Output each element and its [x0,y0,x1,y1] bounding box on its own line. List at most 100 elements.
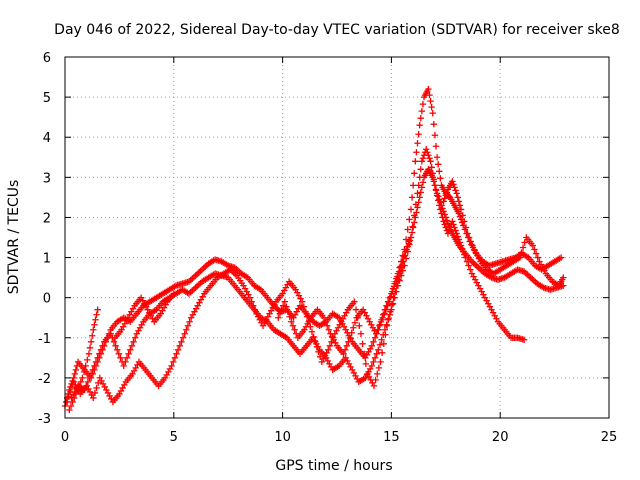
data-point [383,322,391,329]
data-point [184,322,192,329]
chart-title: Day 046 of 2022, Sidereal Day-to-day VTE… [54,22,620,38]
data-point [345,338,352,345]
data-point [443,189,451,196]
data-point [325,326,333,333]
data-point [425,152,432,159]
data-point [414,204,421,211]
data-point [86,374,93,382]
data-point [403,243,411,250]
data-point [419,179,427,186]
data-point [107,330,114,337]
data-point [519,244,527,251]
data-point [302,308,309,315]
data-point [461,218,468,225]
data-point [407,206,415,213]
data-point [72,366,80,374]
data-point [94,354,101,362]
data-point [89,332,96,339]
data-point [440,198,447,205]
data-point [324,322,331,329]
data-point [246,294,254,301]
data-point [115,350,123,358]
data-point [178,338,185,345]
data-point [417,166,424,173]
data-point [87,370,95,378]
data-point [86,344,94,352]
data-point [387,308,394,315]
data-point [450,221,457,228]
data-point [90,394,97,402]
data-point [171,354,179,362]
data-point [434,193,442,200]
data-point [416,194,423,201]
data-point [114,346,121,354]
data-point [437,199,444,206]
data-point [520,336,528,343]
data-point [131,334,139,341]
data-point [560,274,567,281]
data-point [397,263,404,270]
data-point [79,374,86,382]
data-point [96,350,103,358]
data-point [377,318,385,325]
data-point [417,114,424,122]
x-tick-label: 15 [383,430,400,445]
data-point [68,383,76,391]
data-point [407,234,415,241]
data-point [445,223,453,230]
data-point [378,349,386,357]
data-point [418,158,426,165]
series-track-1 [61,85,565,410]
data-point [379,314,386,321]
data-point [406,237,414,244]
data-point [181,330,188,337]
data-point [411,219,418,226]
data-point [376,322,383,329]
data-point [66,406,73,414]
data-point [387,293,395,300]
data-point [532,250,540,257]
data-point [112,342,119,349]
data-point [441,195,448,202]
data-point [74,386,81,394]
data-point [176,342,183,349]
data-point [534,254,541,261]
data-point [419,100,427,108]
data-point [80,368,88,376]
data-point [90,326,97,333]
data-point [291,326,298,333]
data-point [529,242,537,249]
data-point [450,181,457,188]
y-axis-label: SDTVAR / TECUs [6,180,22,295]
data-point [429,174,436,181]
data-point [343,342,350,349]
x-tick-label: 20 [492,430,509,445]
data-point [449,218,456,225]
data-point [322,318,329,325]
x-tick-labels: 0 5 10 15 20 25 [61,430,617,445]
data-point [465,234,473,241]
data-point [308,328,316,335]
data-point [418,107,426,115]
data-point [378,336,385,343]
data-point [85,350,93,358]
data-point [352,306,360,313]
data-point [310,333,317,340]
x-tick-label: 5 [170,430,178,445]
data-point [373,350,380,358]
y-tick-label: -2 [38,372,51,387]
data-point [248,298,255,305]
y-tick-label: -1 [38,332,51,347]
data-point [276,310,284,317]
data-point [87,338,95,345]
data-point [370,358,377,366]
data-point [455,198,463,205]
data-point [89,366,96,374]
data-point [75,382,83,390]
data-point [65,393,73,401]
data-point [170,290,177,297]
data-point [93,384,100,392]
data-point [402,248,409,255]
data-point [67,402,75,410]
data-point [279,302,287,309]
